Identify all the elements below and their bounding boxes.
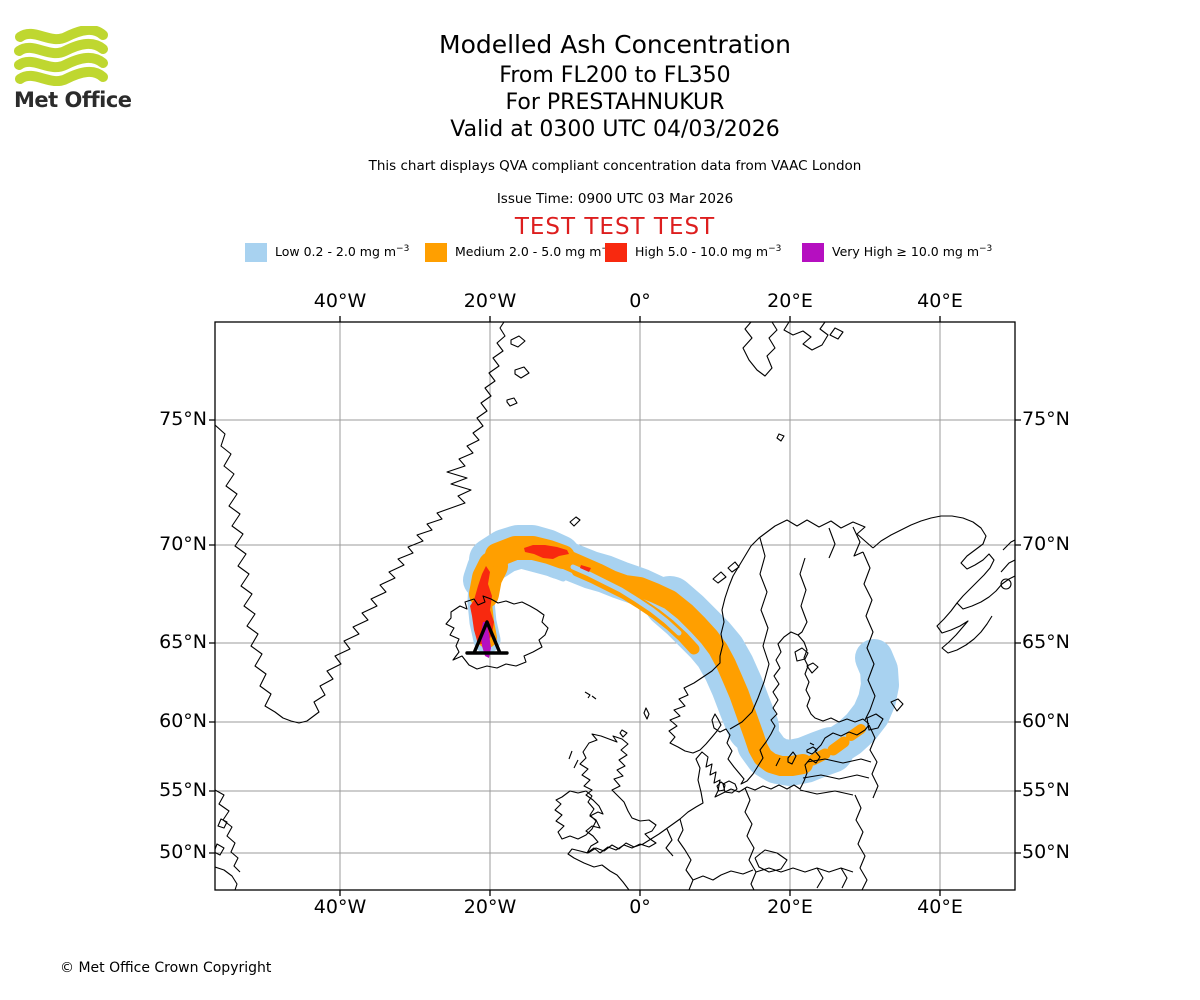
y-tick-left-65n: 65°N [159,631,207,653]
graticule-grid [215,322,1015,890]
y-tick-right-75n: 75°N [1022,408,1070,430]
coast-continental-europe [567,724,870,890]
legend-label-very-high: Very High ≥ 10.0 mg m−3 [832,244,993,260]
y-tick-right-50n: 50°N [1022,841,1070,863]
y-tick-right-65n: 65°N [1022,631,1070,653]
x-tick-bottom-20w: 20°W [463,896,517,918]
met-office-wordmark: Met Office [14,88,132,112]
legend-item-high: High 5.0 - 10.0 mg m−3 [605,242,781,262]
y-tick-right-60n: 60°N [1022,710,1070,732]
coast-lofoten [712,561,740,584]
legend-item-low: Low 0.2 - 2.0 mg m−3 [245,242,409,262]
borders-baltics [799,724,879,890]
coast-ireland [554,790,597,840]
x-tick-top-20w: 20°W [463,290,517,312]
coast-baltic-islands [775,742,818,767]
x-tick-bottom-40w: 40°W [313,896,367,918]
coast-iceland [445,595,549,670]
coast-labrador [215,789,241,890]
map-canvas [209,316,1021,896]
coast-shetland [643,707,650,720]
y-tick-left-60n: 60°N [159,710,207,732]
coast-great-britain [579,733,657,854]
coastlines [215,322,1015,890]
legend-label-high: High 5.0 - 10.0 mg m−3 [635,244,782,260]
met-office-flag-icon [14,26,108,86]
borders-scandinavia [729,526,876,730]
legend-swatch-medium [425,242,447,262]
ash-band-low [463,525,899,786]
x-tick-bottom-20e: 20°E [767,896,813,918]
coast-greenland-west [215,424,308,724]
subtitle-volcano: For PRESTAHNUKUR [505,90,725,115]
x-tick-top-0: 0° [629,290,651,312]
coast-scandinavia [668,519,874,785]
legend-swatch-very-high [802,242,824,262]
y-tick-right-70n: 70°N [1022,533,1070,555]
ash-band-low-gaps [516,561,682,636]
x-tick-top-40e: 40°E [917,290,963,312]
legend-swatch-high [605,242,627,262]
coast-kola [872,515,1015,610]
legend-item-medium: Medium 2.0 - 5.0 mg m−3 [425,242,615,262]
coast-greenland-east [306,322,506,722]
coast-hebrides [568,750,579,769]
coast-lakes [794,647,904,731]
y-tick-left-50n: 50°N [159,841,207,863]
y-tick-right-55n: 55°N [1022,779,1070,801]
copyright-notice: © Met Office Crown Copyright [60,960,272,976]
coast-faroes [584,691,597,700]
met-office-logo: Met Office [14,26,134,112]
coast-lake-ring [1000,578,1012,590]
coast-greenland-ne-islands [506,335,530,407]
qva-description: This chart displays QVA compliant concen… [368,158,862,174]
legend-swatch-low [245,242,267,262]
x-tick-top-40w: 40°W [313,290,367,312]
x-tick-bottom-40e: 40°E [917,896,963,918]
subtitle-valid-time: Valid at 0300 UTC 04/03/2026 [450,117,780,142]
map-frame [209,316,1021,896]
legend-label-low: Low 0.2 - 2.0 mg m−3 [275,244,410,260]
volcano-triangle-marker [465,620,509,655]
legend-item-very-high: Very High ≥ 10.0 mg m−3 [802,242,992,262]
coast-svalbard [742,322,844,442]
coast-orkney [619,729,628,738]
y-tick-left-75n: 75°N [159,408,207,430]
y-tick-left-55n: 55°N [159,779,207,801]
test-banner: TEST TEST TEST [514,214,716,240]
x-tick-top-20e: 20°E [767,290,813,312]
coast-jan-mayen [569,516,581,527]
borders-central-europe [665,787,854,890]
x-tick-bottom-0: 0° [629,896,651,918]
issue-time: Issue Time: 0900 UTC 03 Mar 2026 [496,191,734,207]
coast-white-sea [936,602,993,654]
y-tick-left-70n: 70°N [159,533,207,555]
subtitle-flight-levels: From FL200 to FL350 [499,63,731,88]
page-title: Modelled Ash Concentration [439,30,791,59]
legend-label-medium: Medium 2.0 - 5.0 mg m−3 [455,244,615,260]
coast-novaya-zemlya [1000,539,1015,573]
